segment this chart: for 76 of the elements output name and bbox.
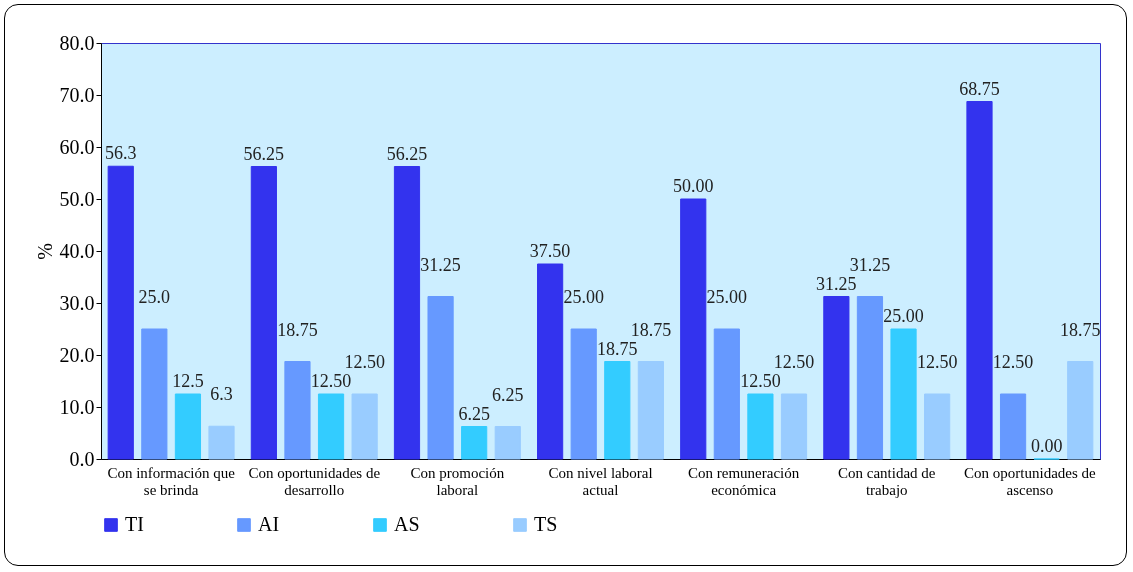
x-tick-label: Con promoción laboral — [410, 464, 505, 498]
bar — [637, 361, 664, 460]
bar — [570, 328, 597, 460]
data-label: 25.0 — [138, 287, 171, 307]
bar — [107, 165, 134, 460]
bar — [494, 426, 521, 460]
bar — [427, 296, 454, 460]
data-label: 31.25 — [420, 254, 461, 275]
data-label: 31.25 — [816, 273, 857, 294]
data-label: 56.3 — [105, 143, 137, 164]
data-label: 56.25 — [243, 143, 285, 164]
y-tick-label: 20.0 — [59, 343, 95, 366]
bar — [856, 296, 884, 460]
y-tick-label: 0.0 — [69, 447, 95, 470]
bar — [250, 166, 277, 460]
bar — [351, 393, 378, 460]
y-tick-label: 50.0 — [59, 187, 95, 210]
data-label: 6.25 — [492, 384, 524, 405]
bar — [680, 198, 707, 460]
y-tick-label: 40.0 — [59, 239, 95, 262]
data-label: 18.75 — [1060, 319, 1101, 340]
bar — [284, 361, 311, 460]
bar — [999, 393, 1027, 460]
data-label: 68.75 — [959, 78, 1000, 99]
data-label: 18.75 — [277, 319, 318, 340]
bar — [604, 361, 631, 460]
data-label: 0.00 — [1030, 436, 1063, 456]
legend-label: TI — [125, 513, 144, 535]
bar — [141, 328, 168, 460]
data-label: 12.50 — [916, 352, 958, 372]
bar — [747, 393, 774, 460]
data-label: 56.25 — [386, 143, 428, 164]
bar — [174, 393, 202, 460]
bar — [317, 393, 345, 460]
data-label: 12.50 — [740, 371, 781, 391]
bar — [461, 426, 488, 460]
y-tick-label: 10.0 — [59, 395, 95, 418]
bar — [823, 296, 850, 460]
bar — [890, 328, 917, 460]
y-tick-label: 60.0 — [59, 135, 95, 158]
data-label: 18.75 — [630, 319, 672, 340]
data-label: 12.50 — [310, 371, 352, 391]
bar — [966, 101, 993, 460]
bar — [393, 166, 421, 460]
bar — [713, 328, 740, 460]
data-label: 25.00 — [706, 287, 748, 307]
data-label: 18.75 — [597, 338, 638, 359]
data-label: 12.50 — [344, 352, 385, 372]
x-tick-label: Con oportunidades de desarrollo — [248, 464, 381, 498]
bar — [1067, 361, 1094, 460]
data-label: 50.00 — [672, 176, 714, 196]
y-tick-label: 70.0 — [59, 83, 95, 106]
x-tick-label: Con información que se brinda — [107, 464, 236, 498]
y-tick-label: 80.0 — [59, 31, 95, 54]
data-label: 12.50 — [773, 352, 815, 372]
data-label: 25.00 — [883, 306, 924, 326]
y-axis-title: % — [33, 243, 56, 260]
x-tick-label: Con cantidad de trabajo — [838, 464, 936, 498]
legend-label: TS — [534, 513, 558, 535]
bar — [924, 393, 951, 460]
data-label: 12.50 — [992, 352, 1034, 372]
data-label: 25.00 — [563, 287, 604, 307]
x-tick-label: Con oportunidades de ascenso — [964, 464, 1097, 498]
data-label: 6.3 — [210, 384, 233, 405]
data-label: 31.25 — [849, 254, 891, 275]
bar — [208, 425, 235, 460]
x-tick-label: Con nivel laboral actual — [548, 464, 653, 498]
bar — [537, 263, 564, 460]
x-tick-label: Con remuneración económica — [688, 464, 800, 498]
legend-label: AS — [394, 513, 420, 535]
data-label: 6.25 — [458, 403, 490, 424]
y-tick-label: 30.0 — [59, 291, 95, 314]
bar — [780, 393, 808, 460]
data-label: 37.50 — [529, 241, 571, 261]
data-label: 12.5 — [172, 371, 204, 391]
legend-label: AI — [258, 513, 280, 535]
